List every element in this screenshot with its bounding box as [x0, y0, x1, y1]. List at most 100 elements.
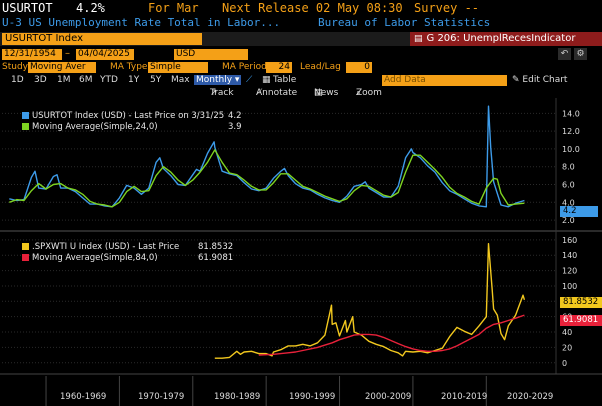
- legend-item-ma84: Moving Average(Simple,84,0): [22, 253, 158, 263]
- last-value-badge-usurtot: 4.2: [560, 206, 598, 217]
- y-tick-label: 10.0: [562, 145, 580, 154]
- frequency-select[interactable]: Monthly ▾: [194, 75, 242, 85]
- security-bar: USURTOT Index ▤ G 206: UnemplRecesIndicat…: [0, 32, 602, 46]
- add-data-input[interactable]: Add Data: [382, 75, 507, 86]
- currency-field[interactable]: USD: [174, 49, 248, 60]
- x-tick-label: 1990-1999: [289, 392, 336, 402]
- gear-icon[interactable]: ⚙: [574, 48, 587, 60]
- edit-chart-button[interactable]: ✎ Edit Chart: [512, 75, 567, 85]
- ma-period-field[interactable]: 24: [266, 62, 292, 73]
- y-tick-label: 8.0: [562, 163, 575, 172]
- table-button[interactable]: Table: [273, 75, 297, 85]
- chart-tools: ↗ Track ⟋ Annotate ▤ News ⌕ Zoom: [0, 88, 602, 100]
- y-tick-label: 0: [562, 359, 567, 368]
- legend-label: USURTOT Index (USD) - Last Price on 3/31…: [32, 111, 225, 121]
- last-value-badge-spxwti: 81.8532: [560, 297, 602, 308]
- legend-item-ma24: Moving Average(Simple,24,0): [22, 122, 158, 132]
- undo-icon[interactable]: ↶: [558, 48, 571, 60]
- function-label: G 206: UnemplRecesIndicator: [426, 33, 576, 44]
- zoom-label: Zoom: [356, 88, 382, 98]
- unemployment-panel: 2.0 4.0 6.0 8.0 10.0 12.0 14.0: [2, 105, 580, 225]
- period-row: 1D 3D 1M 6M YTD 1Y 5Y Max Monthly ▾ ⟋ ▦ …: [0, 74, 602, 87]
- annotate-icon: ⟋: [256, 88, 263, 98]
- y-tick-label: 4.0: [562, 198, 575, 207]
- frequency-label: Monthly: [196, 75, 233, 85]
- series-line-1: [258, 314, 525, 356]
- y-tick-label: 2.0: [562, 216, 575, 225]
- annotate-label: Annotate: [256, 88, 298, 98]
- quote-header: USURTOT 4.2% For Mar Next Release 02 May…: [0, 0, 602, 17]
- next-release: Next Release 02 May 08:30: [222, 1, 403, 15]
- period-6m[interactable]: 6M: [79, 75, 93, 85]
- edit-icon: ✎: [512, 75, 520, 85]
- period: For Mar: [148, 1, 199, 15]
- series-line-0: [9, 105, 525, 208]
- last-value: 4.2%: [76, 1, 105, 15]
- period-ytd[interactable]: YTD: [100, 75, 118, 85]
- zoom-icon: ⌕: [356, 88, 362, 98]
- series-line-1: [9, 149, 525, 208]
- legend-label: .SPXWTI U Index (USD) - Last Price: [32, 242, 180, 252]
- y-tick-label: 160: [562, 236, 577, 245]
- date-range-row: 12/31/1954 – 04/04/2025 USD ↶ ⚙: [0, 48, 602, 61]
- chart-icon: ▤: [414, 34, 423, 44]
- period-1m[interactable]: 1M: [57, 75, 71, 85]
- description-header: U-3 US Unemployment Rate Total in Labor.…: [0, 16, 602, 30]
- period-max[interactable]: Max: [171, 75, 190, 85]
- track-icon: ↗: [210, 88, 218, 98]
- leadlag-field[interactable]: 0: [346, 62, 372, 73]
- legend-value-ma24: 3.9: [228, 122, 242, 132]
- y-tick-label: 20: [562, 343, 572, 352]
- end-date-field[interactable]: 04/04/2025: [76, 49, 134, 60]
- legend-swatch: [22, 112, 29, 119]
- security-description: U-3 US Unemployment Rate Total in Labor.…: [2, 16, 281, 29]
- start-date-field[interactable]: 12/31/1954: [2, 49, 62, 60]
- leadlag-label: Lead/Lag: [300, 62, 341, 72]
- news-label: News: [314, 88, 339, 98]
- news-icon: ▤: [314, 88, 323, 98]
- legend-swatch: [22, 254, 29, 261]
- line-chart-icon[interactable]: ⟋: [246, 75, 253, 85]
- track-label: Track: [210, 88, 234, 98]
- table-icon[interactable]: ▦: [262, 75, 271, 85]
- y-tick-label: 12.0: [562, 127, 580, 136]
- y-tick-label: 100: [562, 282, 577, 291]
- function-bar[interactable]: ▤ G 206: UnemplRecesIndicator: [410, 32, 602, 46]
- x-tick-label: 2010-2019: [441, 392, 488, 402]
- x-tick-label: 2000-2009: [365, 392, 412, 402]
- last-value-badge-ma84: 61.9081: [560, 315, 602, 326]
- y-tick-label: 40: [562, 328, 572, 337]
- x-tick-label: 1960-1969: [60, 392, 107, 402]
- period-1d[interactable]: 1D: [11, 75, 24, 85]
- legend-swatch: [22, 123, 29, 130]
- period-1y[interactable]: 1Y: [128, 75, 140, 85]
- ticker: USURTOT: [2, 1, 53, 15]
- x-tick-label: 1980-1989: [214, 392, 261, 402]
- edit-chart-label: Edit Chart: [522, 75, 568, 85]
- legend-item-usurtot: USURTOT Index (USD) - Last Price on 3/31…: [22, 111, 224, 121]
- ma-period-label: MA Period: [222, 62, 267, 72]
- legend-item-spxwti: .SPXWTI U Index (USD) - Last Price: [22, 242, 179, 252]
- legend-value-usurtot: 4.2: [228, 111, 242, 121]
- legend-value-ma84: 61.9081: [198, 253, 234, 263]
- y-tick-label: 120: [562, 267, 577, 276]
- date-separator: –: [65, 48, 70, 59]
- legend-swatch: [22, 243, 29, 250]
- survey: Survey --: [414, 1, 480, 15]
- study-select[interactable]: Moving Aver: [28, 62, 96, 73]
- y-tick-label: 14.0: [562, 109, 580, 118]
- y-tick-label: 6.0: [562, 181, 575, 190]
- data-source: Bureau of Labor Statistics: [318, 16, 491, 29]
- x-tick-label: 2020-2029: [507, 392, 554, 402]
- ma-type-label: MA Type: [110, 62, 148, 72]
- legend-value-spxwti: 81.8532: [198, 242, 234, 252]
- ma-type-select[interactable]: Simple: [148, 62, 208, 73]
- y-tick-label: 140: [562, 251, 577, 260]
- security-field[interactable]: USURTOT Index: [2, 33, 202, 45]
- period-3d[interactable]: 3D: [34, 75, 47, 85]
- legend-label: Moving Average(Simple,84,0): [32, 253, 158, 263]
- period-5y[interactable]: 5Y: [150, 75, 162, 85]
- study-label: Study: [2, 62, 28, 72]
- legend-label: Moving Average(Simple,24,0): [32, 122, 158, 132]
- series-line-0: [214, 242, 526, 359]
